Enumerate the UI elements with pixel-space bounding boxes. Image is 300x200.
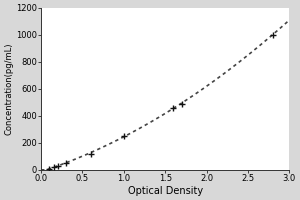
Y-axis label: Concentration(pg/mL): Concentration(pg/mL) <box>4 43 13 135</box>
X-axis label: Optical Density: Optical Density <box>128 186 203 196</box>
